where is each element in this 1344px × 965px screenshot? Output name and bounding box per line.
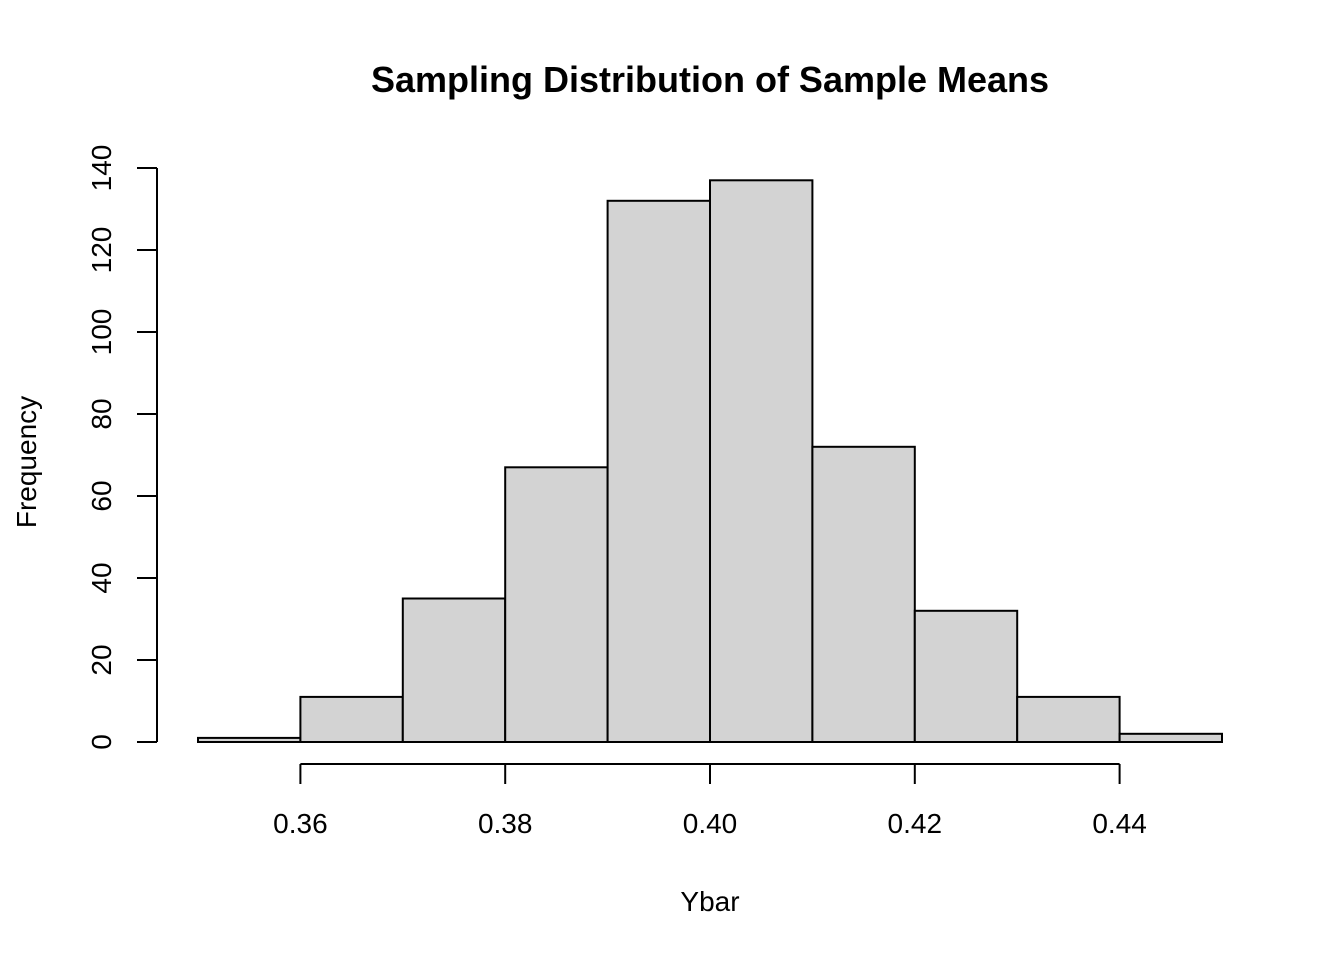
y-tick-label: 140: [86, 145, 117, 192]
histogram-bar: [197, 736, 302, 744]
y-tick-label: 100: [86, 309, 117, 356]
histogram-bar: [1118, 732, 1223, 743]
x-axis-label: Ybar: [680, 886, 739, 917]
chart-title: Sampling Distribution of Sample Means: [371, 59, 1049, 100]
histogram-bar: [504, 466, 609, 743]
x-axis: 0.36 0.38 0.40 0.42 0.44: [273, 763, 1147, 839]
histogram-bars: [197, 179, 1223, 744]
x-tick-label: 0.42: [888, 808, 943, 839]
y-tick-label: 80: [86, 398, 117, 429]
y-tick-label: 60: [86, 480, 117, 511]
y-tick-label: 120: [86, 227, 117, 274]
histogram-bar: [1016, 695, 1121, 744]
x-tick-label: 0.36: [273, 808, 328, 839]
x-tick-label: 0.40: [683, 808, 738, 839]
y-axis-label: Frequency: [11, 396, 42, 528]
y-axis: 0 20 40 60 80 100 120 140: [86, 145, 158, 750]
x-tick-label: 0.44: [1092, 808, 1147, 839]
histogram-bar: [401, 597, 507, 743]
histogram-bar: [811, 445, 916, 743]
histogram-bar: [299, 695, 404, 744]
y-tick-label: 20: [86, 644, 117, 675]
x-tick-label: 0.38: [478, 808, 533, 839]
histogram-bar: [606, 199, 711, 744]
y-tick-label: 40: [86, 562, 117, 593]
y-tick-label: 0: [86, 734, 117, 750]
histogram-bar: [709, 179, 814, 744]
histogram-bar: [913, 609, 1019, 743]
